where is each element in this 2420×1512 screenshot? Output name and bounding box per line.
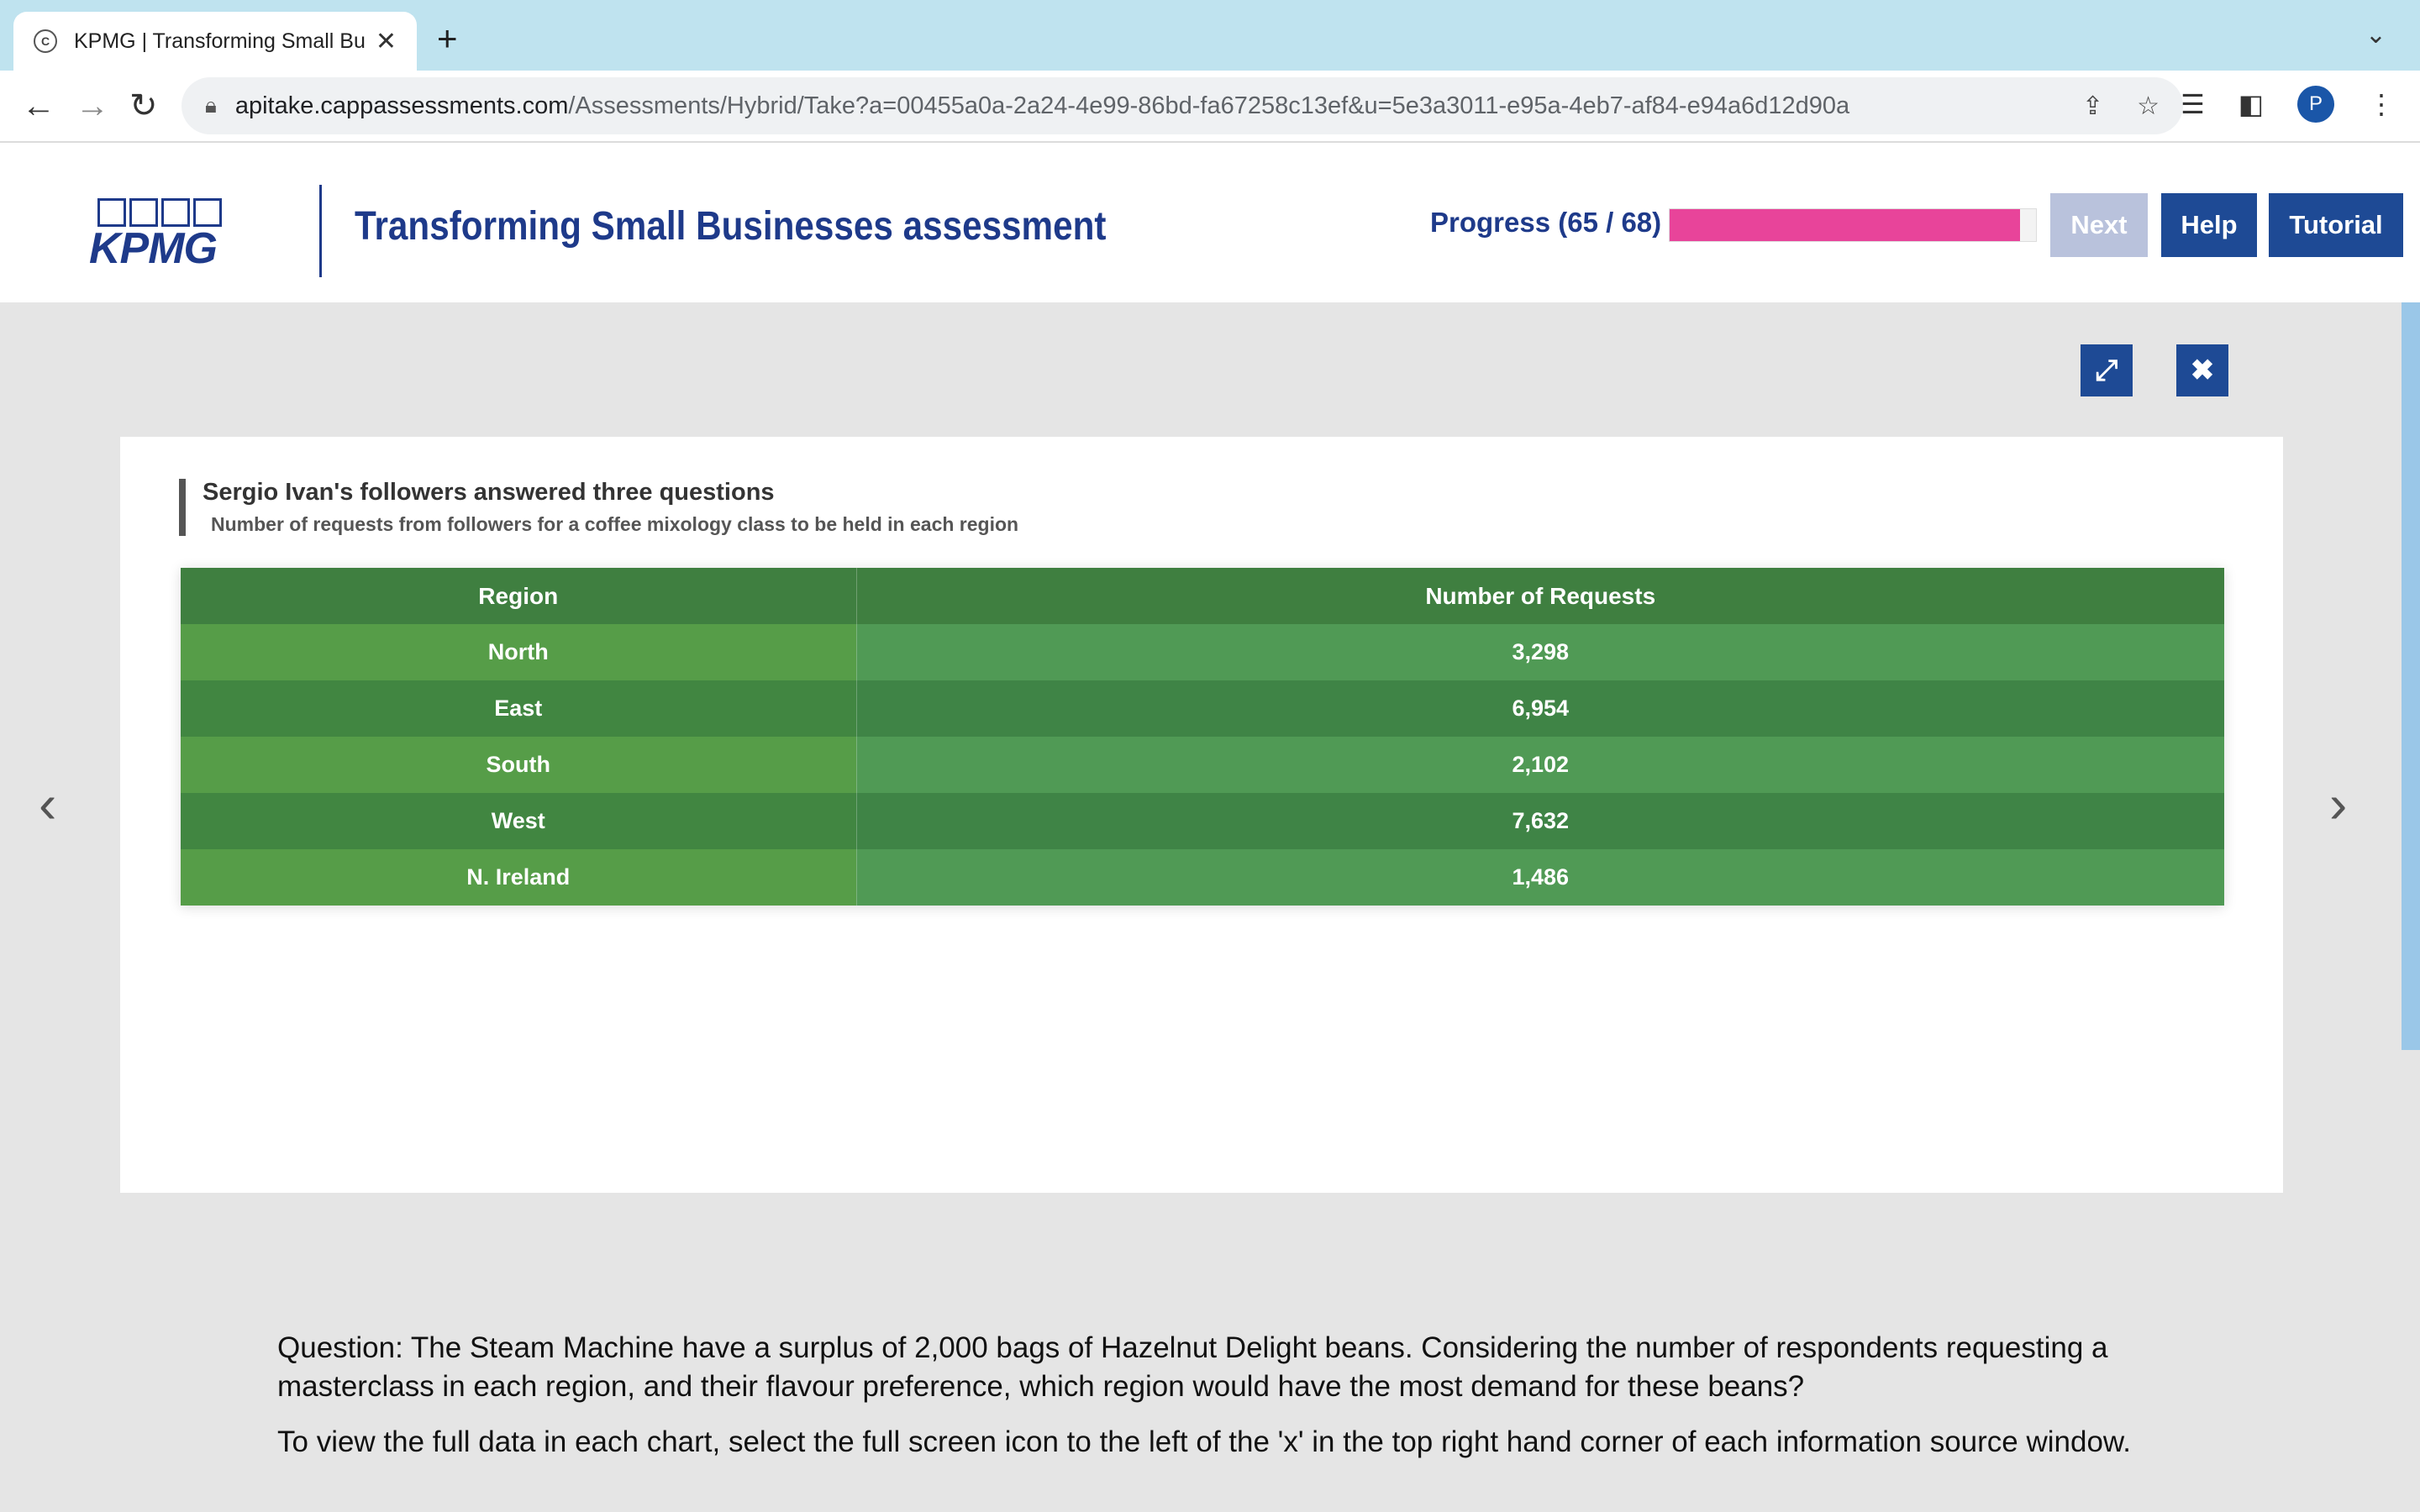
browser-tab[interactable]: C KPMG | Transforming Small Bu ✕ bbox=[13, 12, 417, 71]
source-subtitle: Number of requests from followers for a … bbox=[211, 513, 1019, 535]
logo-text: KPMG bbox=[89, 224, 218, 273]
region-cell: N. Ireland bbox=[181, 849, 857, 906]
tutorial-button[interactable]: Tutorial bbox=[2269, 193, 2403, 257]
address-bar[interactable]: 🔒︎ apitake.cappassessments.com/Assessmen… bbox=[182, 77, 2183, 134]
source-title: Sergio Ivan's followers answered three q… bbox=[203, 479, 775, 506]
tab-search-chevron-icon[interactable]: ⌄ bbox=[2365, 21, 2386, 49]
question-text: Question: The Steam Machine have a surpl… bbox=[277, 1331, 2108, 1403]
table-row: West 7,632 bbox=[181, 793, 2224, 849]
region-cell: North bbox=[181, 624, 857, 680]
region-cell: South bbox=[181, 737, 857, 793]
browser-menu-icon[interactable]: ⋮ bbox=[2368, 89, 2395, 119]
information-source-card: Sergio Ivan's followers answered three q… bbox=[120, 437, 2283, 1193]
lock-icon: 🔒︎ bbox=[205, 92, 217, 118]
tab-close-icon[interactable]: ✕ bbox=[375, 27, 397, 55]
back-icon[interactable]: ← bbox=[22, 87, 55, 124]
column-header-requests: Number of Requests bbox=[856, 568, 2224, 624]
browser-tab-bar: C KPMG | Transforming Small Bu ✕ + ⌄ bbox=[0, 0, 2420, 71]
scrollbar[interactable] bbox=[2402, 302, 2420, 1050]
column-header-region: Region bbox=[181, 568, 857, 624]
requests-cell: 1,486 bbox=[856, 849, 2224, 906]
table-row: North 3,298 bbox=[181, 624, 2224, 680]
progress-fill bbox=[1670, 209, 2020, 241]
kpmg-logo: KPMG bbox=[89, 198, 232, 273]
forward-icon[interactable]: → bbox=[76, 87, 109, 124]
requests-cell: 7,632 bbox=[856, 793, 2224, 849]
help-button[interactable]: Help bbox=[2161, 193, 2257, 257]
table-row: East 6,954 bbox=[181, 680, 2224, 737]
requests-table: Region Number of Requests North 3,298 Ea… bbox=[181, 568, 2224, 906]
next-source-arrow-icon[interactable]: › bbox=[2329, 774, 2348, 834]
source-heading: Sergio Ivan's followers answered three q… bbox=[179, 479, 1018, 536]
table-row: South 2,102 bbox=[181, 737, 2224, 793]
region-cell: East bbox=[181, 680, 857, 737]
browser-toolbar: ← → ↻ 🔒︎ apitake.cappassessments.com/Ass… bbox=[0, 71, 2420, 143]
profile-avatar[interactable]: P bbox=[2297, 86, 2334, 123]
table-header-row: Region Number of Requests bbox=[181, 568, 2224, 624]
page-title: Transforming Small Businesses assessment bbox=[355, 204, 1107, 249]
next-button[interactable]: Next bbox=[2050, 193, 2148, 257]
assessment-header: KPMG Transforming Small Businesses asses… bbox=[0, 143, 2420, 302]
table-row: N. Ireland 1,486 bbox=[181, 849, 2224, 906]
close-source-button[interactable]: ✖ bbox=[2176, 344, 2228, 396]
expand-icon: ⤢ bbox=[2095, 354, 2118, 386]
bookmark-star-icon[interactable]: ☆ bbox=[2137, 92, 2160, 120]
reload-icon[interactable]: ↻ bbox=[129, 87, 158, 124]
new-tab-icon[interactable]: + bbox=[437, 18, 458, 58]
side-panel-icon[interactable]: ◧ bbox=[2238, 89, 2264, 119]
reading-list-icon[interactable]: ☰ bbox=[2181, 89, 2205, 119]
close-icon: ✖ bbox=[2190, 354, 2215, 386]
instruction-text: To view the full data in each chart, sel… bbox=[277, 1425, 2131, 1458]
region-cell: West bbox=[181, 793, 857, 849]
tab-title: KPMG | Transforming Small Bu bbox=[74, 29, 366, 53]
favicon-icon: C bbox=[34, 29, 57, 53]
url-path: /Assessments/Hybrid/Take?a=00455a0a-2a24… bbox=[568, 92, 1850, 119]
requests-cell: 6,954 bbox=[856, 680, 2224, 737]
previous-source-arrow-icon[interactable]: ‹ bbox=[39, 774, 57, 834]
content-area: ⤢ ✖ ‹ › Sergio Ivan's followers answered… bbox=[0, 302, 2420, 1512]
progress-label: Progress (65 / 68) bbox=[1430, 207, 1662, 238]
progress-bar bbox=[1669, 208, 2037, 242]
requests-cell: 2,102 bbox=[856, 737, 2224, 793]
url-host: apitake.cappassessments.com bbox=[234, 92, 569, 119]
fullscreen-button[interactable]: ⤢ bbox=[2081, 344, 2133, 396]
header-divider bbox=[319, 185, 322, 277]
share-icon[interactable]: ⇪ bbox=[2081, 92, 2104, 120]
requests-cell: 3,298 bbox=[856, 624, 2224, 680]
